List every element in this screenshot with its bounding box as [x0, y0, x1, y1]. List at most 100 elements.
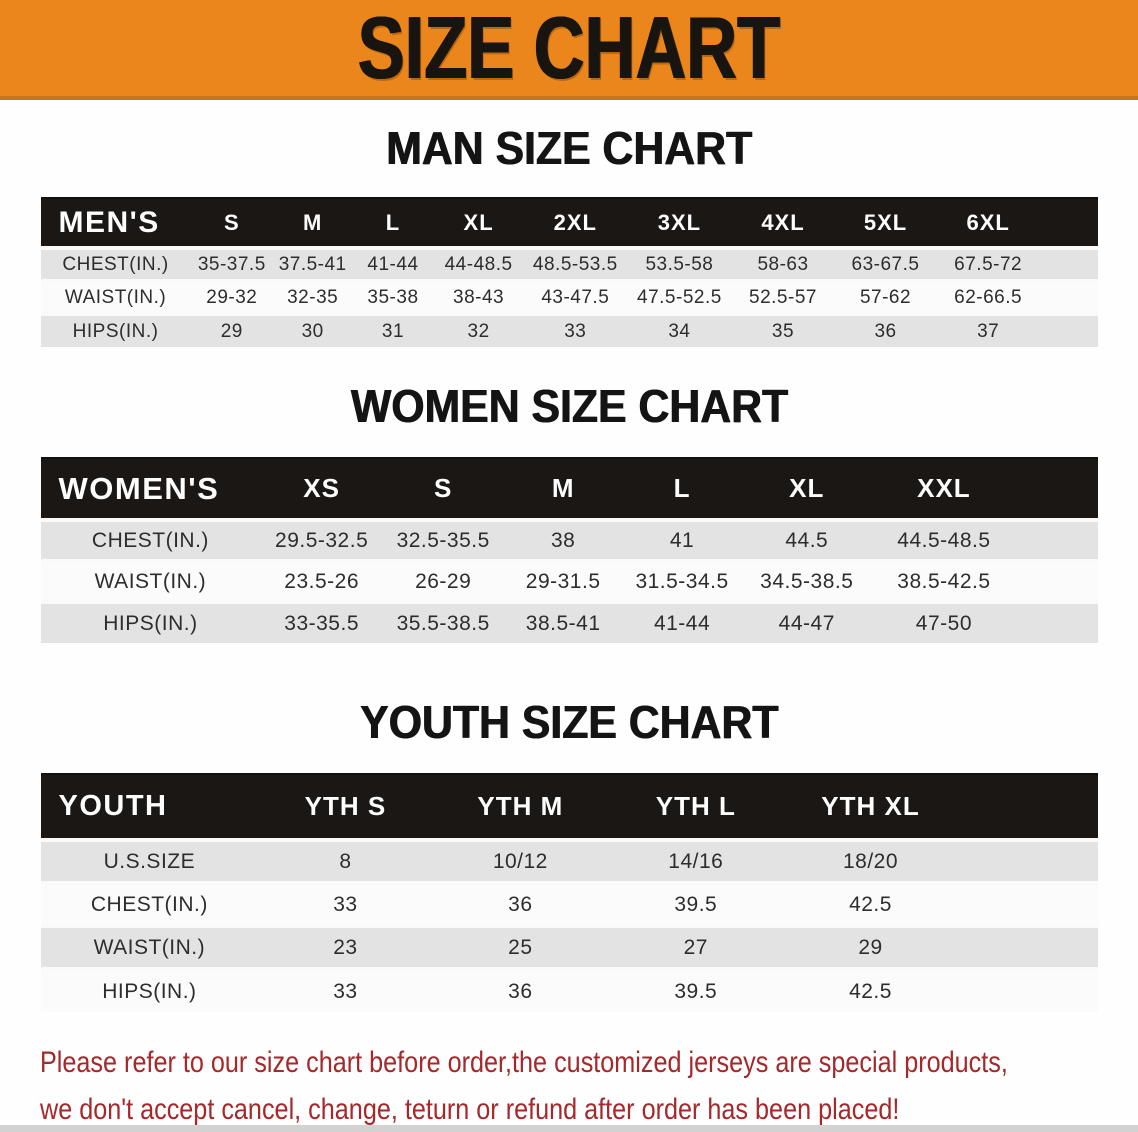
man-size-chart-heading: MAN SIZE CHART [385, 122, 752, 174]
table-cell: 37.5-41 [273, 246, 353, 281]
column-header: YTH L [608, 773, 784, 841]
women-size-section: WOMEN SIZE CHART WOMEN'S XS S M L XL XXL CHEST… [0, 383, 1138, 643]
table-cell: 43-47.5 [523, 279, 628, 314]
column-header: L [622, 457, 742, 521]
table-cell: 33 [523, 312, 628, 347]
table-row: WAIST(IN.) 29-32 32-35 35-38 38-43 43-47.5 47.… [40, 279, 1098, 314]
column-header: M [503, 457, 623, 521]
column-header: XXL [872, 457, 1098, 521]
row-label: U.S.SIZE [40, 838, 259, 883]
table-cell: 37 [936, 312, 1098, 347]
column-header: XS [260, 457, 383, 521]
table-cell: 35 [731, 312, 835, 347]
table-cell: 10/12 [432, 838, 609, 883]
table-title: WOMEN'S [40, 457, 261, 521]
mens-size-table: MEN'S S M L XL 2XL 3XL 4XL 5XL 6XL CHEST(IN.) 35-3… [40, 197, 1098, 347]
table-cell: 33 [258, 967, 433, 1012]
row-label: WAIST(IN.) [40, 924, 259, 969]
table-cell: 38-43 [433, 279, 524, 314]
table-cell: 29-32 [190, 279, 274, 314]
table-cell: 8 [258, 838, 433, 883]
column-header: XL [433, 197, 524, 249]
row-label: CHEST(IN.) [40, 246, 191, 281]
table-cell: 34 [627, 312, 732, 347]
column-header: 4XL [731, 197, 835, 249]
table-row: HIPS(IN.) 29 30 31 32 33 34 35 36 37 [40, 312, 1098, 347]
table-cell: 32.5-35.5 [382, 518, 504, 561]
table-cell: 34.5-38.5 [741, 559, 873, 602]
row-label: CHEST(IN.) [40, 518, 261, 561]
table-cell: 38.5-41 [503, 600, 623, 643]
table-cell: 42.5 [783, 881, 1098, 926]
table-cell: 30 [273, 312, 353, 347]
disclaimer-line-2: we don't accept cancel, change, teturn o… [40, 1092, 900, 1126]
column-header: XL [741, 457, 873, 521]
youth-size-chart-heading: YOUTH SIZE CHART [359, 696, 779, 748]
table-cell: 38.5-42.5 [872, 559, 1098, 602]
table-cell: 35-38 [352, 279, 434, 314]
table-cell: 63-67.5 [834, 246, 937, 281]
table-cell: 44.5 [741, 518, 873, 561]
table-cell: 47.5-52.5 [627, 279, 732, 314]
table-row: CHEST(IN.) 33 36 39.5 42.5 [40, 881, 1098, 926]
table-cell: 31 [352, 312, 434, 347]
column-header: YTH XL [783, 773, 1098, 841]
bottom-strip [0, 1125, 1138, 1132]
column-header: 2XL [523, 197, 628, 249]
table-cell: 26-29 [382, 559, 504, 602]
banner-title: SIZE CHART [357, 0, 781, 97]
table-cell: 18/20 [783, 838, 1098, 883]
row-label: HIPS(IN.) [40, 312, 191, 347]
size-chart-banner: SIZE CHART [0, 0, 1138, 100]
youth-size-table: YOUTH YTH S YTH M YTH L YTH XL U.S.SIZE 8 10/1… [40, 773, 1098, 1012]
row-label: HIPS(IN.) [40, 967, 259, 1012]
youth-header-row: YOUTH YTH S YTH M YTH L YTH XL [40, 773, 1098, 841]
table-cell: 29 [190, 312, 274, 347]
table-cell: 44-48.5 [433, 246, 524, 281]
column-header: YTH M [432, 773, 609, 841]
row-label: CHEST(IN.) [40, 881, 259, 926]
table-cell: 67.5-72 [936, 246, 1098, 281]
women-size-chart-heading: WOMEN SIZE CHART [350, 380, 788, 432]
table-cell: 36 [432, 881, 609, 926]
youth-size-section: YOUTH SIZE CHART YOUTH YTH S YTH M YTH L YTH… [0, 699, 1138, 1012]
table-cell: 33 [258, 881, 433, 926]
table-cell: 48.5-53.5 [523, 246, 628, 281]
table-cell: 52.5-57 [731, 279, 835, 314]
table-row: WAIST(IN.) 23.5-26 26-29 29-31.5 31.5-34.5 34… [40, 559, 1098, 602]
table-cell: 32 [433, 312, 524, 347]
table-cell: 23 [258, 924, 433, 969]
table-cell: 39.5 [608, 881, 784, 926]
table-cell: 35.5-38.5 [382, 600, 504, 643]
table-cell: 25 [432, 924, 609, 969]
column-header: S [190, 197, 274, 249]
table-cell: 41 [622, 518, 742, 561]
table-cell: 27 [608, 924, 784, 969]
table-cell: 32-35 [273, 279, 353, 314]
table-row: CHEST(IN.) 35-37.5 37.5-41 41-44 44-48.5 48.5… [40, 246, 1098, 281]
row-label: WAIST(IN.) [40, 559, 261, 602]
row-label: WAIST(IN.) [40, 279, 191, 314]
womens-size-table: WOMEN'S XS S M L XL XXL CHEST(IN.) 29.5-32.5 32.… [40, 457, 1098, 643]
table-cell: 31.5-34.5 [622, 559, 742, 602]
table-cell: 33-35.5 [260, 600, 383, 643]
table-cell: 57-62 [834, 279, 937, 314]
column-header: 5XL [834, 197, 937, 249]
table-cell: 42.5 [783, 967, 1098, 1012]
table-row: U.S.SIZE 8 10/12 14/16 18/20 [40, 838, 1098, 883]
table-cell: 29 [783, 924, 1098, 969]
column-header: 6XL [936, 197, 1098, 249]
table-cell: 62-66.5 [936, 279, 1098, 314]
table-row: HIPS(IN.) 33 36 39.5 42.5 [40, 967, 1098, 1012]
column-header: L [352, 197, 434, 249]
table-cell: 14/16 [608, 838, 784, 883]
table-cell: 53.5-58 [627, 246, 732, 281]
table-cell: 38 [503, 518, 623, 561]
table-cell: 44.5-48.5 [872, 518, 1098, 561]
table-row: HIPS(IN.) 33-35.5 35.5-38.5 38.5-41 41-44 44-… [40, 600, 1098, 643]
table-cell: 41-44 [622, 600, 742, 643]
disclaimer-note: Please refer to our size chart before or… [0, 1040, 1138, 1132]
row-label: HIPS(IN.) [40, 600, 261, 643]
column-header: S [382, 457, 504, 521]
